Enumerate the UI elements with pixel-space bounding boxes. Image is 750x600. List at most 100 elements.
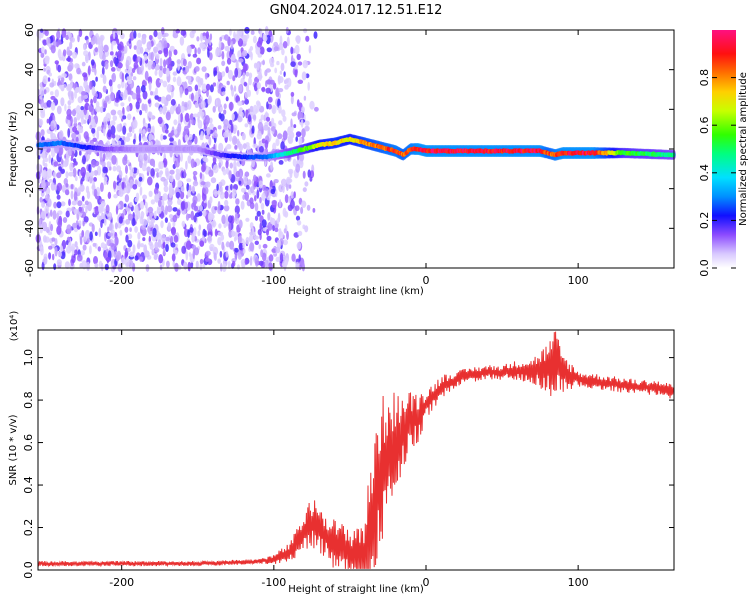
spectrogram-noise-cell bbox=[53, 161, 59, 167]
spectrogram-noise-cell bbox=[65, 210, 70, 218]
spectrogram-noise-cell bbox=[127, 213, 133, 221]
spectrogram-noise-cell bbox=[109, 51, 114, 56]
spectrogram-noise-cell bbox=[303, 28, 308, 34]
spectrogram-noise-cell bbox=[139, 154, 143, 160]
spectrogram-noise-cell bbox=[294, 205, 300, 212]
spectrogram-noise-cell bbox=[104, 60, 109, 70]
spectrogram-noise-cell bbox=[200, 77, 204, 86]
spectrogram-noise-cell bbox=[192, 170, 198, 176]
spectrogram-noise-cell bbox=[57, 220, 63, 228]
spectrogram-noise-cell bbox=[123, 89, 128, 98]
spectrogram-noise-cell bbox=[85, 205, 88, 214]
spectrogram-noise-cell bbox=[67, 128, 71, 138]
spectrogram-noise-cell bbox=[236, 138, 240, 148]
spectrogram-noise-cell bbox=[279, 70, 283, 75]
spectrogram-noise-cell bbox=[224, 45, 230, 52]
spectrogram-noise-cell bbox=[268, 254, 274, 262]
spectrogram-noise-cell bbox=[164, 106, 168, 112]
spectrogram-noise-cell bbox=[262, 243, 268, 249]
spectrogram-noise-cell bbox=[56, 201, 62, 209]
spectrogram-noise-cell bbox=[180, 59, 184, 68]
spectrogram-noise-cell bbox=[83, 94, 89, 100]
spectrogram-noise-cell bbox=[192, 180, 199, 187]
spectrogram-noise-cell bbox=[134, 255, 139, 261]
spectrogram-noise-cell bbox=[265, 68, 271, 73]
spectrogram-noise-cell bbox=[160, 176, 166, 182]
spectrogram-noise-cell bbox=[165, 111, 171, 121]
spectrogram-noise-cell bbox=[291, 112, 297, 117]
spectrogram-noise-cell bbox=[126, 132, 133, 138]
snr-y-multiplier: (x10⁴) bbox=[9, 311, 20, 342]
spectrogram-noise-cell bbox=[282, 41, 288, 49]
spectrogram-noise-cell bbox=[223, 123, 228, 131]
spectrogram-noise-cell bbox=[136, 47, 142, 55]
spectrogram-noise-cell bbox=[103, 180, 107, 186]
spectrogram-noise-cell bbox=[305, 35, 310, 42]
spectrogram-noise-cell bbox=[280, 141, 285, 151]
spectrogram-noise-cell bbox=[90, 170, 95, 177]
spectrogram-noise-cell bbox=[103, 217, 107, 226]
spectrogram-noise-cell bbox=[48, 72, 52, 77]
spectrogram-noise-cell bbox=[278, 76, 284, 84]
spectrogram-noise-cell bbox=[302, 170, 306, 179]
spectrogram-noise-cell bbox=[120, 91, 124, 98]
spectrogram-noise-cell bbox=[299, 153, 305, 162]
spectrogram-noise-cell bbox=[122, 177, 126, 182]
snr-plot-area bbox=[38, 330, 674, 570]
spectrogram-noise-cell bbox=[169, 105, 175, 115]
spectrogram-noise-cell bbox=[196, 193, 201, 202]
spectrogram-noise-cell bbox=[70, 78, 73, 88]
spectrogram-noise-cell bbox=[131, 67, 136, 74]
spectrogram-noise-cell bbox=[295, 131, 302, 138]
spectrogram-noise-cell bbox=[254, 195, 257, 202]
spectrogram-noise-cell bbox=[137, 180, 142, 188]
spectrogram-noise-cell bbox=[304, 225, 309, 233]
spectrogram-noise-cell bbox=[185, 250, 189, 261]
spectrogram-noise-cell bbox=[208, 52, 213, 61]
spectrogram-noise-cell bbox=[97, 246, 102, 252]
spectrogram-noise-cell bbox=[254, 202, 259, 212]
spectrogram-noise-cell bbox=[241, 187, 247, 193]
spectrogram-noise-cell bbox=[170, 242, 176, 248]
spectrogram-noise-cell bbox=[38, 219, 42, 228]
spectrogram-noise-cell bbox=[91, 184, 96, 191]
spectrogram-noise-cell bbox=[166, 67, 170, 77]
spectrogram-noise-cell bbox=[294, 67, 298, 78]
spectrogram-noise-cell bbox=[249, 242, 255, 252]
spectrogram-noise-cell bbox=[137, 56, 141, 63]
spectrogram-noise-cell bbox=[201, 164, 206, 173]
spectrogram-noise-cell bbox=[147, 215, 150, 224]
spectrogram-noise-cell bbox=[218, 142, 224, 153]
spectrogram-noise-cell bbox=[109, 84, 113, 93]
spectrogram-noise-cell bbox=[93, 123, 97, 128]
spectrogram-noise-cell bbox=[290, 191, 295, 199]
spectrogram-noise-cell bbox=[235, 170, 240, 178]
spectrogram-noise-cell bbox=[150, 218, 156, 224]
spectrogram-noise-cell bbox=[116, 38, 120, 45]
spectrogram-noise-cell bbox=[49, 82, 55, 88]
spectrogram-noise-cell bbox=[178, 114, 181, 124]
spectrogram-noise-cell bbox=[81, 115, 84, 125]
spectrogram-noise-cell bbox=[241, 243, 246, 249]
spectrogram-noise-cell bbox=[73, 208, 78, 215]
spectrogram-noise-cell bbox=[77, 124, 81, 131]
spectrogram-noise-cell bbox=[165, 205, 168, 216]
spectrogram-noise-cell bbox=[287, 136, 294, 144]
spectrogram-noise-cell bbox=[138, 173, 142, 178]
spectrogram-noise-cell bbox=[173, 119, 178, 126]
spectrogram-noise-cell bbox=[265, 87, 272, 94]
spectrogram-noise-cell bbox=[105, 257, 112, 262]
spectrogram-noise-cell bbox=[135, 101, 140, 110]
spectrogram-noise-cell bbox=[245, 184, 250, 190]
spectrogram-noise-cell bbox=[131, 129, 135, 134]
spectrogram-noise-cell bbox=[217, 237, 222, 246]
spectrogram-noise-cell bbox=[165, 167, 169, 178]
spectrogram-noise-cell bbox=[266, 47, 272, 53]
spectrogram-noise-cell bbox=[195, 260, 199, 269]
spectrogram-noise-cell bbox=[94, 47, 98, 53]
spectrogram-noise-cell bbox=[184, 88, 189, 96]
spectrogram-noise-cell bbox=[163, 47, 169, 58]
spectrogram-y-ticks: -60 -40 -20 0 20 40 60 bbox=[23, 23, 674, 277]
spectrogram-noise-cell bbox=[229, 240, 235, 250]
spectrogram-noise-cell bbox=[48, 252, 52, 260]
